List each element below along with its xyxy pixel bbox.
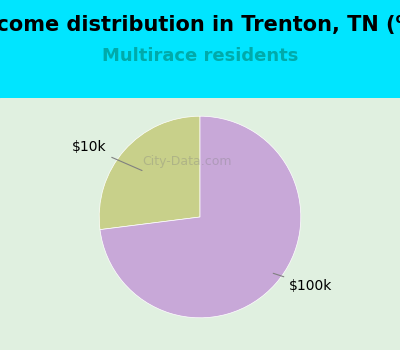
Text: Income distribution in Trenton, TN (%): Income distribution in Trenton, TN (%) — [0, 14, 400, 35]
Wedge shape — [99, 116, 200, 230]
Text: City-Data.com: City-Data.com — [143, 155, 232, 168]
Wedge shape — [100, 116, 301, 318]
Text: $10k: $10k — [72, 140, 142, 170]
Text: Multirace residents: Multirace residents — [102, 47, 298, 65]
Text: $100k: $100k — [273, 273, 332, 293]
